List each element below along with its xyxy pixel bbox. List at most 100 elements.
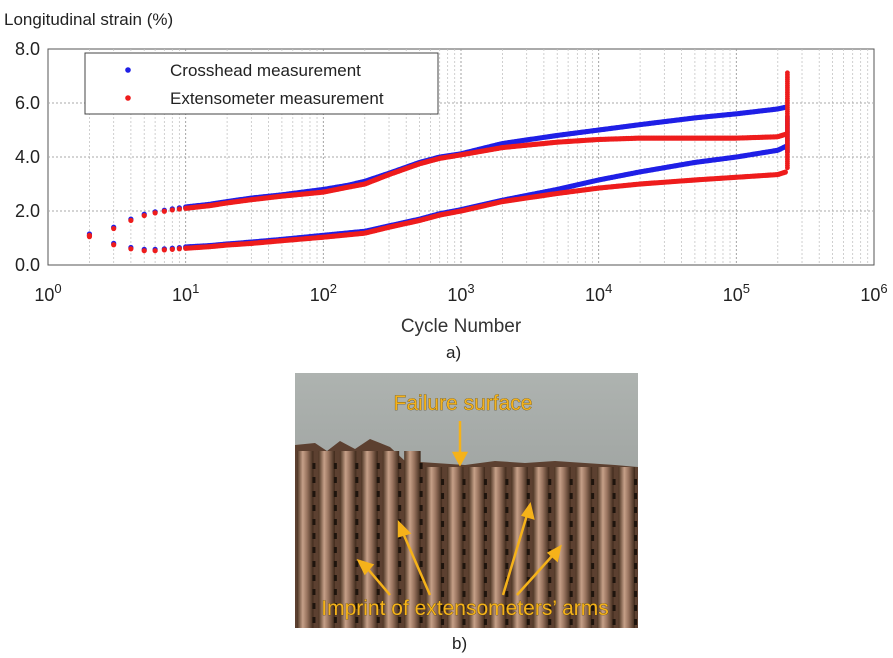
strut-gap <box>312 561 316 567</box>
strut-gap <box>355 477 359 483</box>
strut-gap <box>569 521 573 527</box>
strut-gap <box>591 577 595 583</box>
strut-gap <box>419 547 423 553</box>
x-tick-label: 104 <box>585 281 612 305</box>
strut-gap <box>634 549 637 555</box>
strut-gap <box>376 617 380 623</box>
data-point <box>161 247 167 253</box>
strut-gap <box>312 505 316 511</box>
lattice-strut <box>468 467 485 628</box>
strut-gap <box>612 549 616 555</box>
lattice-strut <box>554 467 571 628</box>
strut-gap <box>569 549 573 555</box>
legend-label-crosshead: Crosshead measurement <box>170 61 361 80</box>
strut-gap <box>333 575 337 581</box>
strut-gap <box>612 563 616 569</box>
strut-gap <box>312 575 316 581</box>
strut-gap <box>591 493 595 499</box>
strut-gap <box>612 605 616 611</box>
strut-gap <box>612 493 616 499</box>
x-tick-label: 106 <box>860 281 887 305</box>
strut-gap <box>419 505 423 511</box>
arrow-imprint-1 <box>366 567 391 596</box>
strut-gap <box>505 591 509 597</box>
legend-marker-extensometer <box>125 95 131 101</box>
strut-gap <box>612 591 616 597</box>
strut-gap <box>526 535 530 541</box>
strut-gap <box>634 507 637 513</box>
strut-gap <box>548 535 552 541</box>
x-tick-labels: 100 101 102 103 104 105 106 <box>34 281 887 305</box>
strut-gap <box>355 463 359 469</box>
data-point <box>169 207 175 213</box>
strut-gap <box>505 535 509 541</box>
y-tick-label: 2.0 <box>15 201 40 221</box>
strut-gap <box>591 605 595 611</box>
strut-gap <box>505 549 509 555</box>
strut-gap <box>355 519 359 525</box>
strut-gap <box>419 477 423 483</box>
arrow-imprint-2 <box>401 532 432 596</box>
strut-gap <box>355 547 359 553</box>
strut-gap <box>483 479 487 485</box>
x-tick-label: 100 <box>34 281 61 305</box>
arrowhead-imprint-1-icon <box>356 558 375 576</box>
strut-gap <box>376 589 380 595</box>
strut-gap <box>376 463 380 469</box>
strain-chart: Longitudinal strain (%) 0.02.04.06.08.0 … <box>4 10 888 337</box>
strut-gap <box>441 507 445 513</box>
strut-gap <box>376 533 380 539</box>
arrowhead-imprint-4-icon <box>546 544 562 563</box>
strut-gap <box>312 463 316 469</box>
strut-gap <box>355 505 359 511</box>
strut-gap <box>612 507 616 513</box>
strut-gap <box>483 591 487 597</box>
strut-gap <box>333 477 337 483</box>
strut-gap <box>441 493 445 499</box>
lattice-strut <box>575 467 593 628</box>
strut-gap <box>526 493 530 499</box>
strut-gap <box>505 563 509 569</box>
strut-gap <box>441 619 445 625</box>
strut-gap <box>419 561 423 567</box>
strut-gap <box>505 619 509 625</box>
lattice-strut <box>425 467 443 628</box>
strut-gap <box>634 619 637 625</box>
arrowhead-failure-icon <box>451 451 469 467</box>
strut-gap <box>526 549 530 555</box>
strut-gap <box>483 563 487 569</box>
data-point <box>161 208 167 214</box>
strut-gap <box>355 491 359 497</box>
strut-gap <box>505 493 509 499</box>
strut-gap <box>398 617 402 623</box>
strut-gap <box>462 507 466 513</box>
strut-gap <box>441 535 445 541</box>
strut-gap <box>419 617 423 623</box>
strut-gap <box>333 589 337 595</box>
strut-gap <box>333 561 337 567</box>
strut-gap <box>526 619 530 625</box>
strut-gap <box>398 505 402 511</box>
strut-gap <box>398 477 402 483</box>
strut-gap <box>505 507 509 513</box>
strut-gap <box>398 491 402 497</box>
strut-gap <box>441 479 445 485</box>
y-tick-labels: 0.0 2.0 4.0 6.0 8.0 <box>15 39 40 275</box>
data-point <box>169 246 175 252</box>
data-point <box>782 169 788 175</box>
arrowhead-imprint-2-icon <box>397 519 412 538</box>
x-axis-label: Cycle Number <box>401 316 522 337</box>
strut-gap <box>505 521 509 527</box>
strut-gap <box>333 519 337 525</box>
strut-gap <box>376 491 380 497</box>
lattice-strut <box>361 451 378 628</box>
strut-gap <box>483 507 487 513</box>
data-point <box>152 210 158 216</box>
strut-gap <box>376 561 380 567</box>
strut-gap <box>634 479 637 485</box>
caption-a: a) <box>446 343 462 362</box>
strut-gap <box>569 563 573 569</box>
strut-gap <box>333 617 337 623</box>
lattice-strut <box>489 467 507 628</box>
strut-gap <box>569 591 573 597</box>
